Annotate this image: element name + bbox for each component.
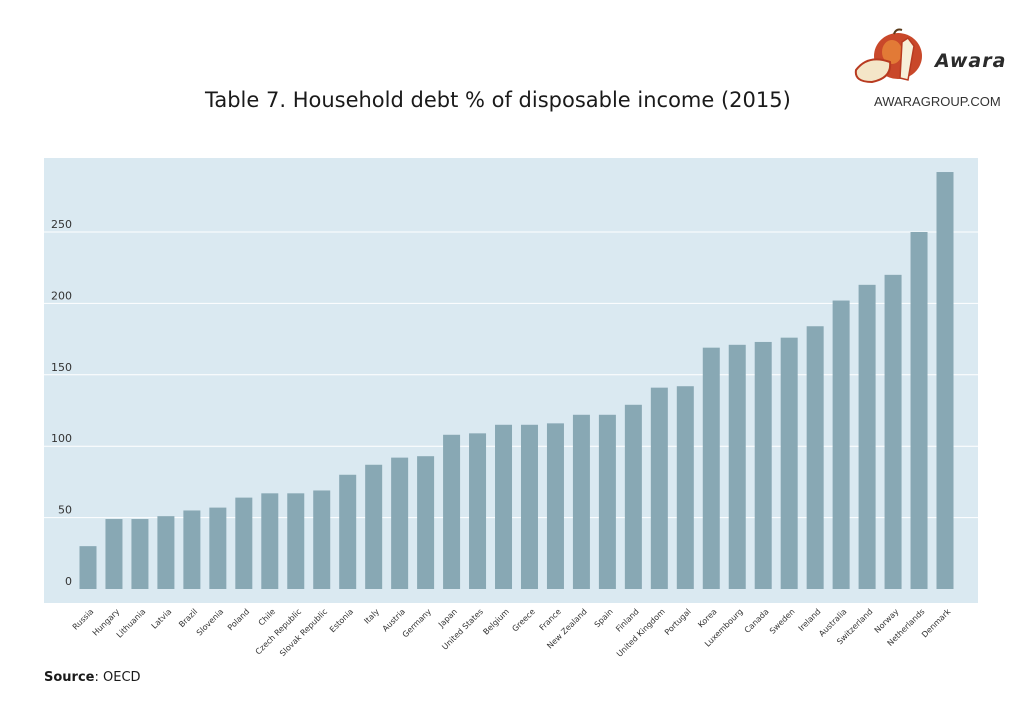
bar-greece [520, 424, 538, 589]
bar-sweden [780, 337, 798, 589]
x-tick-label: Czech Republic [254, 607, 303, 656]
y-tick-label: 0 [65, 575, 72, 588]
bar-new-zealand [572, 414, 590, 589]
apple-logo-icon [854, 28, 922, 84]
bar-czech-republic [287, 493, 305, 589]
bar-spain [598, 414, 616, 589]
y-tick-label: 50 [58, 504, 72, 517]
x-tick-label: Greece [510, 607, 537, 634]
source-label: Source [44, 670, 95, 685]
x-tick-label: Poland [226, 607, 251, 632]
bar-belgium [495, 424, 513, 589]
bar-japan [443, 434, 461, 589]
bar-poland [235, 497, 253, 589]
x-tick-label: Spain [593, 607, 615, 629]
bar-netherlands [910, 232, 928, 589]
bar-chile [261, 493, 279, 589]
bar-estonia [339, 474, 357, 589]
bar-ireland [806, 326, 824, 589]
bar-luxembourg [728, 344, 746, 589]
bar-latvia [157, 516, 175, 589]
x-tick-label: Chile [257, 607, 278, 628]
bar-switzerland [858, 284, 876, 589]
x-tick-label: Canada [743, 607, 771, 635]
bar-hungary [105, 519, 123, 589]
source-note: Source: OECD [44, 670, 141, 685]
x-tick-label: Italy [362, 607, 381, 626]
brand-logo: Awara AWARAGROUP.COM [850, 28, 1010, 118]
bar-austria [391, 457, 409, 589]
x-tick-label: Portugal [663, 607, 693, 637]
x-tick-label: United Kingdom [615, 607, 667, 659]
x-tick-label: Sweden [768, 607, 797, 636]
bar-russia [79, 546, 97, 589]
x-tick-label: Latvia [150, 607, 174, 631]
brand-name: Awara [935, 50, 1007, 72]
y-tick-label: 150 [51, 361, 72, 374]
x-tick-label: Denmark [920, 607, 953, 640]
bar-canada [754, 341, 772, 589]
x-tick-label: France [538, 607, 563, 632]
bar-portugal [676, 386, 694, 589]
chart-title: Table 7. Household debt % of disposable … [205, 88, 791, 112]
x-tick-label: Japan [436, 607, 459, 630]
x-tick-label: Ireland [797, 607, 823, 633]
bar-norway [884, 274, 902, 589]
y-tick-label: 250 [51, 218, 72, 231]
bar-slovenia [209, 507, 227, 589]
bar-australia [832, 300, 850, 589]
bar-lithuania [131, 519, 149, 589]
x-tick-label: Belgium [481, 607, 511, 637]
x-tick-label: Germany [401, 607, 434, 640]
x-tick-label: Korea [696, 607, 718, 629]
y-tick-label: 200 [51, 289, 72, 302]
bar-france [546, 423, 564, 589]
x-tick-label: Slovak Republic [278, 607, 329, 658]
bar-denmark [936, 172, 954, 590]
bar-brazil [183, 510, 201, 589]
bar-germany [417, 456, 435, 589]
bar-italy [365, 464, 383, 589]
x-tick-label: Slovenia [195, 607, 226, 638]
bar-united-states [469, 433, 487, 589]
x-tick-label: Russia [71, 607, 96, 632]
bar-slovak-republic [313, 490, 331, 589]
bar-finland [624, 404, 642, 589]
x-tick-label: Brazil [177, 607, 199, 629]
bar-united-kingdom [650, 387, 668, 589]
y-tick-label: 100 [51, 432, 72, 445]
brand-url: AWARAGROUP.COM [874, 94, 1001, 109]
x-tick-label: Estonia [328, 607, 355, 634]
source-value: : OECD [94, 670, 141, 685]
bar-korea [702, 347, 720, 589]
